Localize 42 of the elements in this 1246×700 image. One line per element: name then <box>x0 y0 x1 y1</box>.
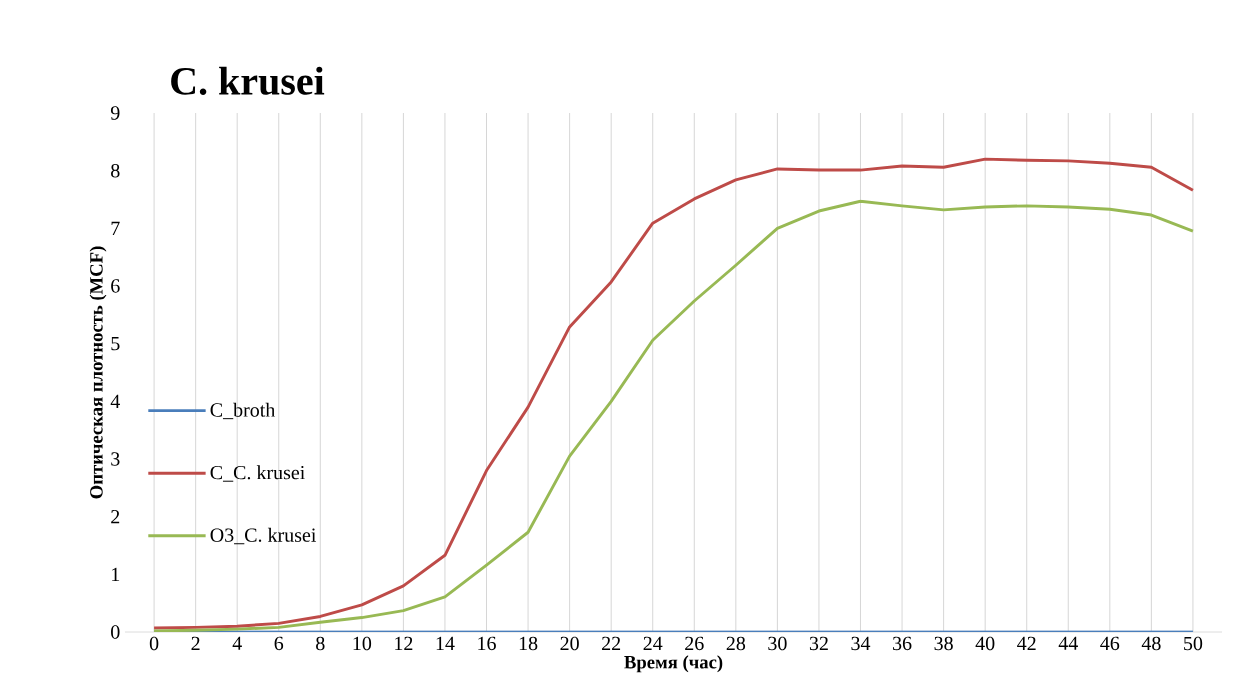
x-tick-label: 42 <box>1017 636 1036 650</box>
x-tick-label: 2 <box>191 636 200 650</box>
x-tick-label: 20 <box>560 636 579 651</box>
x-tick-label: 26 <box>685 636 704 651</box>
x-tick-label: 30 <box>768 636 787 651</box>
y-tick-label: 8 <box>111 163 120 178</box>
legend-label: C_broth <box>210 402 276 420</box>
legend-label: C_C. krusei <box>210 465 305 482</box>
x-tick-label: 8 <box>316 636 325 651</box>
y-tick-label: 1 <box>112 567 120 581</box>
x-tick-label: 6 <box>274 636 284 651</box>
y-tick-label: 7 <box>111 221 120 235</box>
x-axis-title: Время (час) <box>624 655 723 673</box>
x-tick-label: 28 <box>726 636 746 651</box>
x-tick-label: 44 <box>1058 636 1078 650</box>
y-tick-label: 0 <box>111 625 120 639</box>
x-tick-label: 40 <box>975 636 995 651</box>
x-tick-label: 38 <box>934 636 953 651</box>
x-tick-label: 34 <box>851 636 871 651</box>
x-tick-label: 0 <box>149 636 159 651</box>
x-tick-label: 10 <box>353 636 372 651</box>
x-tick-label: 14 <box>436 636 455 650</box>
x-tick-label: 18 <box>519 636 538 651</box>
x-tick-label: 32 <box>809 636 828 651</box>
chart-title: C. krusei <box>171 66 325 95</box>
y-tick-label: 4 <box>110 394 120 408</box>
x-tick-label: 46 <box>1100 636 1120 651</box>
x-tick-label: 36 <box>893 636 912 651</box>
x-tick-label: 48 <box>1141 636 1161 651</box>
y-tick-label: 6 <box>111 279 120 293</box>
y-tick-label: 5 <box>111 337 120 351</box>
x-tick-label: 16 <box>478 636 496 651</box>
y-tick-label: 2 <box>111 510 120 524</box>
y-tick-label: 9 <box>110 106 120 120</box>
y-tick-label: 3 <box>111 452 120 466</box>
x-tick-label: 22 <box>602 636 621 650</box>
x-tick-label: 12 <box>395 636 413 650</box>
x-tick-label: 4 <box>232 636 242 650</box>
x-tick-label: 50 <box>1184 636 1203 651</box>
legend-label: O3_C. krusei <box>210 527 317 545</box>
x-tick-label: 24 <box>643 636 663 650</box>
y-axis-title: Оптическая плотность (MCF) <box>89 246 107 499</box>
